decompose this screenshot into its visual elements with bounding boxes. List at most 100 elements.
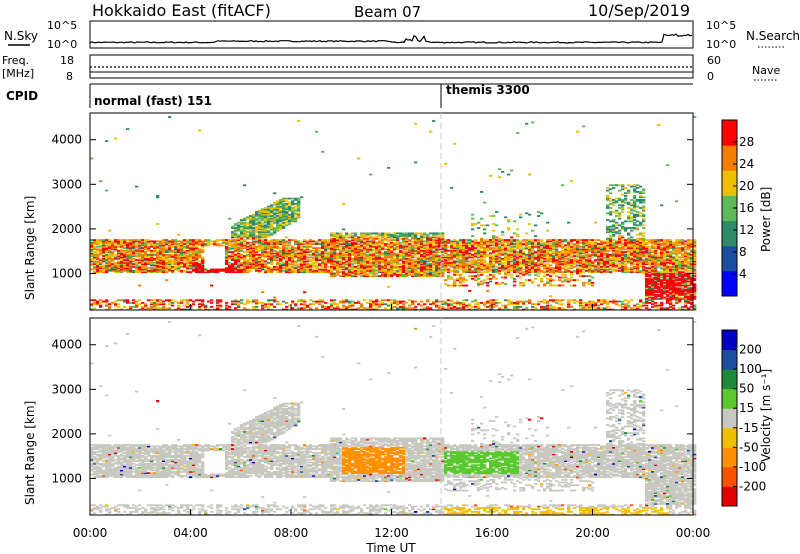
power-cell [405,232,409,235]
power-cell [279,207,283,209]
power-cell [564,240,568,243]
power-cell [411,264,415,267]
power-cell [543,255,547,258]
power-cell [162,269,166,272]
power-cell [129,252,133,255]
power-cell [159,248,163,251]
power-cell [261,217,265,220]
power-cell [414,272,418,275]
power-cell [414,233,418,236]
power-cell [195,261,199,264]
power-cell [264,208,268,211]
power-cell [495,211,499,213]
power-cell [363,249,367,252]
power-cell [495,271,499,274]
power-cell [285,247,289,249]
power-cell [141,271,145,274]
power-cell [456,241,460,244]
power-cell [447,284,451,287]
power-cell [495,281,499,284]
power-cell [141,255,145,258]
power-cell [285,220,289,223]
power-cell [291,197,295,200]
power-cell [399,265,403,268]
power-cell [570,305,574,308]
power-cell [528,173,532,176]
power-cell [126,271,130,274]
power-cell [477,244,481,247]
power-cell [405,272,409,275]
power-cell [177,259,181,262]
power-cell [402,261,406,264]
power-cell [525,261,529,264]
power-cell [567,257,571,260]
power-cell [570,273,574,276]
power-cell [468,265,472,268]
power-cell [309,264,313,267]
power-cell [111,248,115,251]
power-cell [204,243,208,245]
power-cell [102,300,106,303]
power-cell [405,248,409,251]
power-cell [489,268,493,271]
power-cell [282,207,286,209]
power-cell [222,240,226,243]
power-cell [279,241,283,244]
power-cell [195,255,199,258]
power-cell [249,223,253,225]
power-cell [132,263,136,266]
power-cell [354,272,358,275]
power-cell [192,244,196,247]
power-cell [567,303,571,306]
power-cell [168,247,172,249]
power-cell [246,265,250,268]
power-cell [492,235,496,237]
power-cell [600,252,604,255]
power-cell [351,237,355,240]
power-cell [486,264,490,267]
power-cell [225,304,229,307]
power-cell [252,228,256,231]
power-cell [585,243,589,245]
power-cell [273,232,277,235]
power-cell [279,219,283,221]
power-cell [465,257,469,260]
power-cell [258,249,262,252]
power-cell [156,251,160,254]
power-cell [93,267,97,270]
power-cell [138,271,142,274]
power-cell [549,247,553,249]
power-cell [123,251,127,254]
power-cell [429,268,433,271]
power-cell [135,245,139,248]
power-cell [231,244,235,247]
power-cell [528,247,532,249]
power-cell [432,257,436,260]
power-cell [237,300,241,303]
power-cell [570,271,574,274]
power-cell [579,268,583,271]
power-cell [603,265,607,268]
power-cell [276,263,280,266]
power-cell [579,265,583,268]
power-cell [291,239,295,241]
power-cell [123,263,127,266]
power-cell [405,253,409,256]
power-cell [504,272,508,275]
power-cell [420,253,424,256]
power-cell [495,256,499,259]
power-cell [579,249,583,252]
power-cell [591,244,595,247]
power-cell [123,305,127,308]
power-cell [348,259,352,262]
power-cell [414,240,418,243]
power-cell [267,231,271,233]
power-cell [384,244,388,247]
power-cell [273,245,277,248]
power-cell [408,243,412,245]
power-cell [222,241,226,244]
power-cell [474,251,478,254]
power-cell [390,265,394,268]
power-cell [318,253,322,256]
power-cell [255,225,259,228]
